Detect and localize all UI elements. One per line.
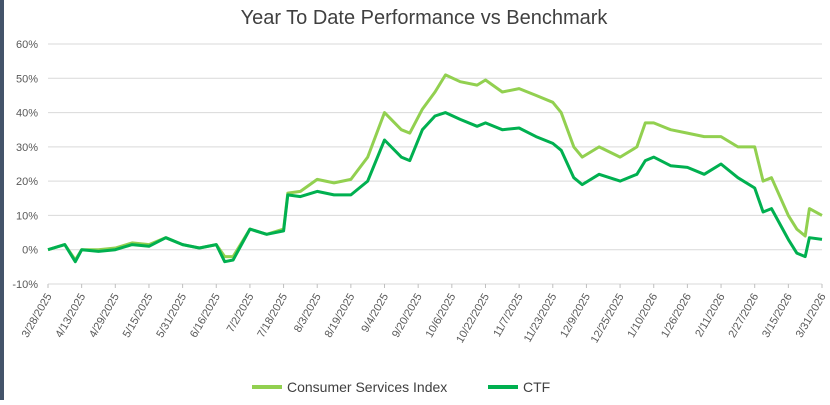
x-tick-label: 9/20/2025 (390, 292, 425, 340)
x-tick-label: 3/31/2026 (794, 292, 829, 340)
x-tick-label: 3/28/2025 (20, 292, 55, 340)
x-tick-label: 7/18/2025 (255, 292, 290, 340)
x-tick-label: 8/3/2025 (292, 292, 324, 335)
series-line (47, 73, 823, 262)
x-tick-label: 3/15/2026 (760, 292, 795, 340)
x-tick-label: 11/23/2025 (522, 292, 560, 345)
x-tick-label: 8/19/2025 (323, 292, 358, 340)
series-line (47, 111, 823, 264)
x-tick-label: 12/9/2025 (558, 292, 593, 340)
y-tick-label: 40% (16, 108, 38, 120)
left-edge (0, 0, 4, 400)
y-tick-label: 20% (16, 176, 38, 188)
y-tick-label: 0% (22, 245, 38, 257)
x-tick-label: 4/13/2025 (53, 292, 88, 340)
x-tick-label: 2/11/2026 (693, 292, 727, 340)
chart-title: Year To Date Performance vs Benchmark (241, 7, 609, 29)
x-tick-label: 2/27/2026 (726, 292, 761, 340)
x-tick-label: 1/10/2026 (625, 292, 660, 340)
x-tick-label: 7/2/2025 (225, 292, 257, 335)
y-tick-label: 10% (16, 210, 38, 222)
x-tick-label: 11/7/2025 (491, 292, 525, 340)
x-tick-label: 6/16/2025 (188, 292, 223, 340)
legend-label: CTF (523, 379, 550, 395)
x-tick-label: 10/6/2025 (424, 292, 459, 340)
y-tick-label: 60% (16, 39, 38, 51)
y-tick-label: -10% (12, 279, 38, 291)
x-tick-label: 4/29/2025 (87, 292, 122, 340)
x-tick-label: 9/4/2025 (359, 292, 391, 335)
x-tick-label: 5/31/2025 (154, 292, 189, 340)
y-tick-label: 30% (16, 142, 38, 154)
x-tick-label: 5/15/2025 (121, 292, 156, 340)
x-tick-label: 1/26/2026 (659, 292, 694, 340)
x-tick-label: 12/25/2025 (589, 292, 627, 346)
y-tick-label: 50% (16, 73, 38, 85)
x-tick-label: 10/22/2025 (454, 292, 492, 346)
legend-label: Consumer Services Index (287, 379, 447, 395)
